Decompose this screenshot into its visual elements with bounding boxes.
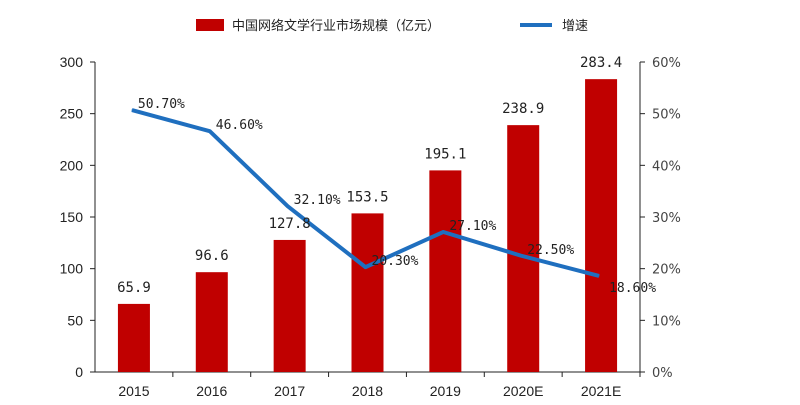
axes: 0 50 100 150 200 250 300 0% 10% 20% 30% 40% 50% 60% 20… bbox=[60, 54, 681, 399]
legend-swatch-bar bbox=[196, 19, 224, 31]
growth-value-label: 27.10% bbox=[449, 219, 496, 234]
growth-value-label: 46.60% bbox=[216, 118, 263, 133]
right-tick-label: 0% bbox=[652, 366, 673, 381]
left-tick-label: 150 bbox=[60, 209, 84, 225]
left-tick-label: 250 bbox=[60, 106, 84, 122]
right-tick-label: 60% bbox=[652, 56, 681, 71]
left-tick-label: 0 bbox=[75, 364, 83, 380]
bar-value-label: 127.8 bbox=[269, 216, 311, 232]
legend-label-line: 增速 bbox=[562, 19, 588, 34]
growth-point bbox=[442, 231, 444, 233]
x-tick-label: 2015 bbox=[118, 383, 149, 399]
right-tick-label: 20% bbox=[652, 263, 681, 278]
growth-point bbox=[209, 130, 211, 132]
bar bbox=[117, 303, 150, 372]
x-tick-label: 2016 bbox=[196, 383, 227, 399]
growth-line bbox=[131, 108, 600, 278]
right-tick-label: 10% bbox=[652, 314, 681, 329]
x-tick-label: 2020E bbox=[503, 383, 543, 399]
growth-value-label: 18.60% bbox=[609, 281, 656, 296]
left-tick-label: 50 bbox=[67, 312, 83, 328]
growth-point bbox=[598, 275, 600, 277]
x-tick-label: 2019 bbox=[430, 383, 461, 399]
bar-value-label: 96.6 bbox=[195, 248, 229, 264]
bar-value-label: 238.9 bbox=[502, 101, 544, 117]
bar bbox=[273, 239, 306, 372]
left-tick-label: 200 bbox=[60, 157, 84, 173]
x-tick-label: 2017 bbox=[274, 383, 305, 399]
bar-value-label: 195.1 bbox=[424, 146, 466, 162]
bar bbox=[351, 213, 384, 372]
left-tick-label: 300 bbox=[60, 54, 84, 70]
data-labels: 65.9 96.6 127.8 153.5 195.1 238.9 283.4 50.70% 4… bbox=[117, 55, 656, 296]
growth-point bbox=[365, 266, 366, 268]
growth-value-label: 20.30% bbox=[372, 254, 419, 269]
growth-point bbox=[287, 205, 289, 207]
right-tick-label: 40% bbox=[652, 159, 681, 174]
bar-value-label: 65.9 bbox=[117, 280, 151, 296]
growth-value-label: 32.10% bbox=[294, 193, 341, 208]
bar bbox=[429, 170, 462, 372]
bar-value-label: 283.4 bbox=[580, 55, 622, 71]
x-tick-label: 2021E bbox=[581, 383, 621, 399]
growth-value-label: 22.50% bbox=[527, 243, 574, 258]
legend: 中国网络文学行业市场规模（亿元） 增速 bbox=[196, 18, 588, 34]
right-tick-label: 50% bbox=[652, 108, 681, 123]
left-tick-label: 100 bbox=[60, 261, 84, 277]
bar bbox=[585, 79, 618, 373]
bar bbox=[195, 272, 228, 372]
growth-value-label: 50.70% bbox=[138, 97, 185, 112]
legend-label-bar: 中国网络文学行业市场规模（亿元） bbox=[232, 18, 440, 34]
right-tick-label: 30% bbox=[652, 211, 681, 226]
x-tick-label: 2018 bbox=[352, 383, 383, 399]
bar-value-label: 153.5 bbox=[346, 189, 388, 205]
growth-point bbox=[520, 255, 522, 257]
bars bbox=[117, 79, 618, 373]
bar bbox=[507, 125, 540, 373]
growth-point bbox=[131, 109, 133, 111]
